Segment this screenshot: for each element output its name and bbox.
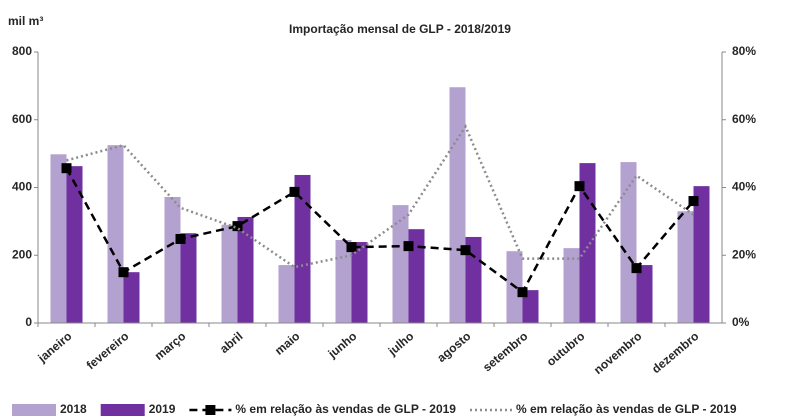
bar bbox=[636, 265, 653, 323]
bar bbox=[522, 290, 539, 323]
chart-title: Importação mensal de GLP - 2018/2019 bbox=[289, 22, 511, 36]
y-tick-label: 0 bbox=[25, 315, 32, 329]
y2-tick-label: 40% bbox=[732, 180, 756, 194]
marker bbox=[631, 263, 642, 274]
y2-tick-label: 80% bbox=[732, 44, 756, 58]
legend-label: 2019 bbox=[149, 402, 176, 416]
x-tick-label: setembro bbox=[480, 329, 530, 374]
line bbox=[65, 167, 695, 295]
bar bbox=[392, 205, 409, 323]
x-tick-label: outubro bbox=[544, 329, 588, 369]
y-tick-label: 200 bbox=[12, 247, 32, 261]
bar bbox=[123, 272, 140, 323]
line bbox=[66, 123, 695, 269]
bar bbox=[351, 242, 368, 323]
marker bbox=[118, 267, 129, 278]
marker bbox=[688, 196, 699, 207]
legend-marker bbox=[205, 405, 216, 415]
bar bbox=[335, 240, 352, 323]
y2-tick-label: 60% bbox=[732, 112, 756, 126]
bar bbox=[620, 162, 637, 323]
marker bbox=[346, 242, 357, 253]
y-tick-label: 600 bbox=[12, 112, 32, 126]
y2-tick-label: 20% bbox=[732, 247, 756, 261]
bar bbox=[408, 229, 425, 323]
y2-tick-label: 0% bbox=[732, 315, 750, 329]
bar bbox=[579, 163, 596, 323]
bar bbox=[180, 233, 197, 323]
x-tick-label: agosto bbox=[434, 329, 473, 365]
y-tick-label: 400 bbox=[12, 180, 32, 194]
bar bbox=[693, 186, 710, 323]
x-tick-label: março bbox=[152, 329, 189, 363]
x-tick-label: fevereiro bbox=[84, 329, 132, 372]
x-tick-label: janeiro bbox=[35, 329, 75, 366]
bar bbox=[465, 236, 482, 323]
marker bbox=[175, 233, 186, 244]
bar bbox=[677, 211, 694, 323]
x-tick-label: dezembro bbox=[649, 329, 701, 376]
bar bbox=[563, 248, 580, 323]
bar bbox=[278, 265, 295, 323]
marker bbox=[460, 245, 471, 256]
legend-label: % em relação às vendas de GLP - 2019 bbox=[516, 402, 737, 416]
x-tick-label: abril bbox=[217, 329, 245, 356]
bar bbox=[221, 224, 238, 323]
marker bbox=[61, 163, 72, 174]
x-tick-label: maio bbox=[272, 329, 302, 358]
marker bbox=[232, 221, 243, 232]
x-tick-label: junho bbox=[325, 329, 360, 361]
marker bbox=[517, 287, 528, 298]
marker bbox=[574, 181, 585, 192]
bar bbox=[449, 87, 466, 323]
legend-label: 2018 bbox=[60, 402, 87, 416]
y-axis-label: mil m³ bbox=[8, 14, 43, 28]
bar bbox=[294, 174, 311, 323]
bar bbox=[237, 216, 254, 323]
marker bbox=[289, 186, 300, 197]
legend-swatch bbox=[12, 404, 56, 416]
legend-label: % em relação às vendas de GLP - 2019 bbox=[235, 402, 456, 416]
bar bbox=[66, 166, 83, 323]
bar bbox=[107, 145, 124, 323]
marker bbox=[403, 241, 414, 252]
x-tick-label: novembro bbox=[591, 329, 644, 377]
x-tick-label: julho bbox=[385, 329, 417, 359]
legend-swatch bbox=[100, 404, 145, 416]
y-tick-label: 800 bbox=[12, 44, 32, 58]
bar bbox=[164, 196, 181, 323]
bar bbox=[50, 154, 67, 323]
